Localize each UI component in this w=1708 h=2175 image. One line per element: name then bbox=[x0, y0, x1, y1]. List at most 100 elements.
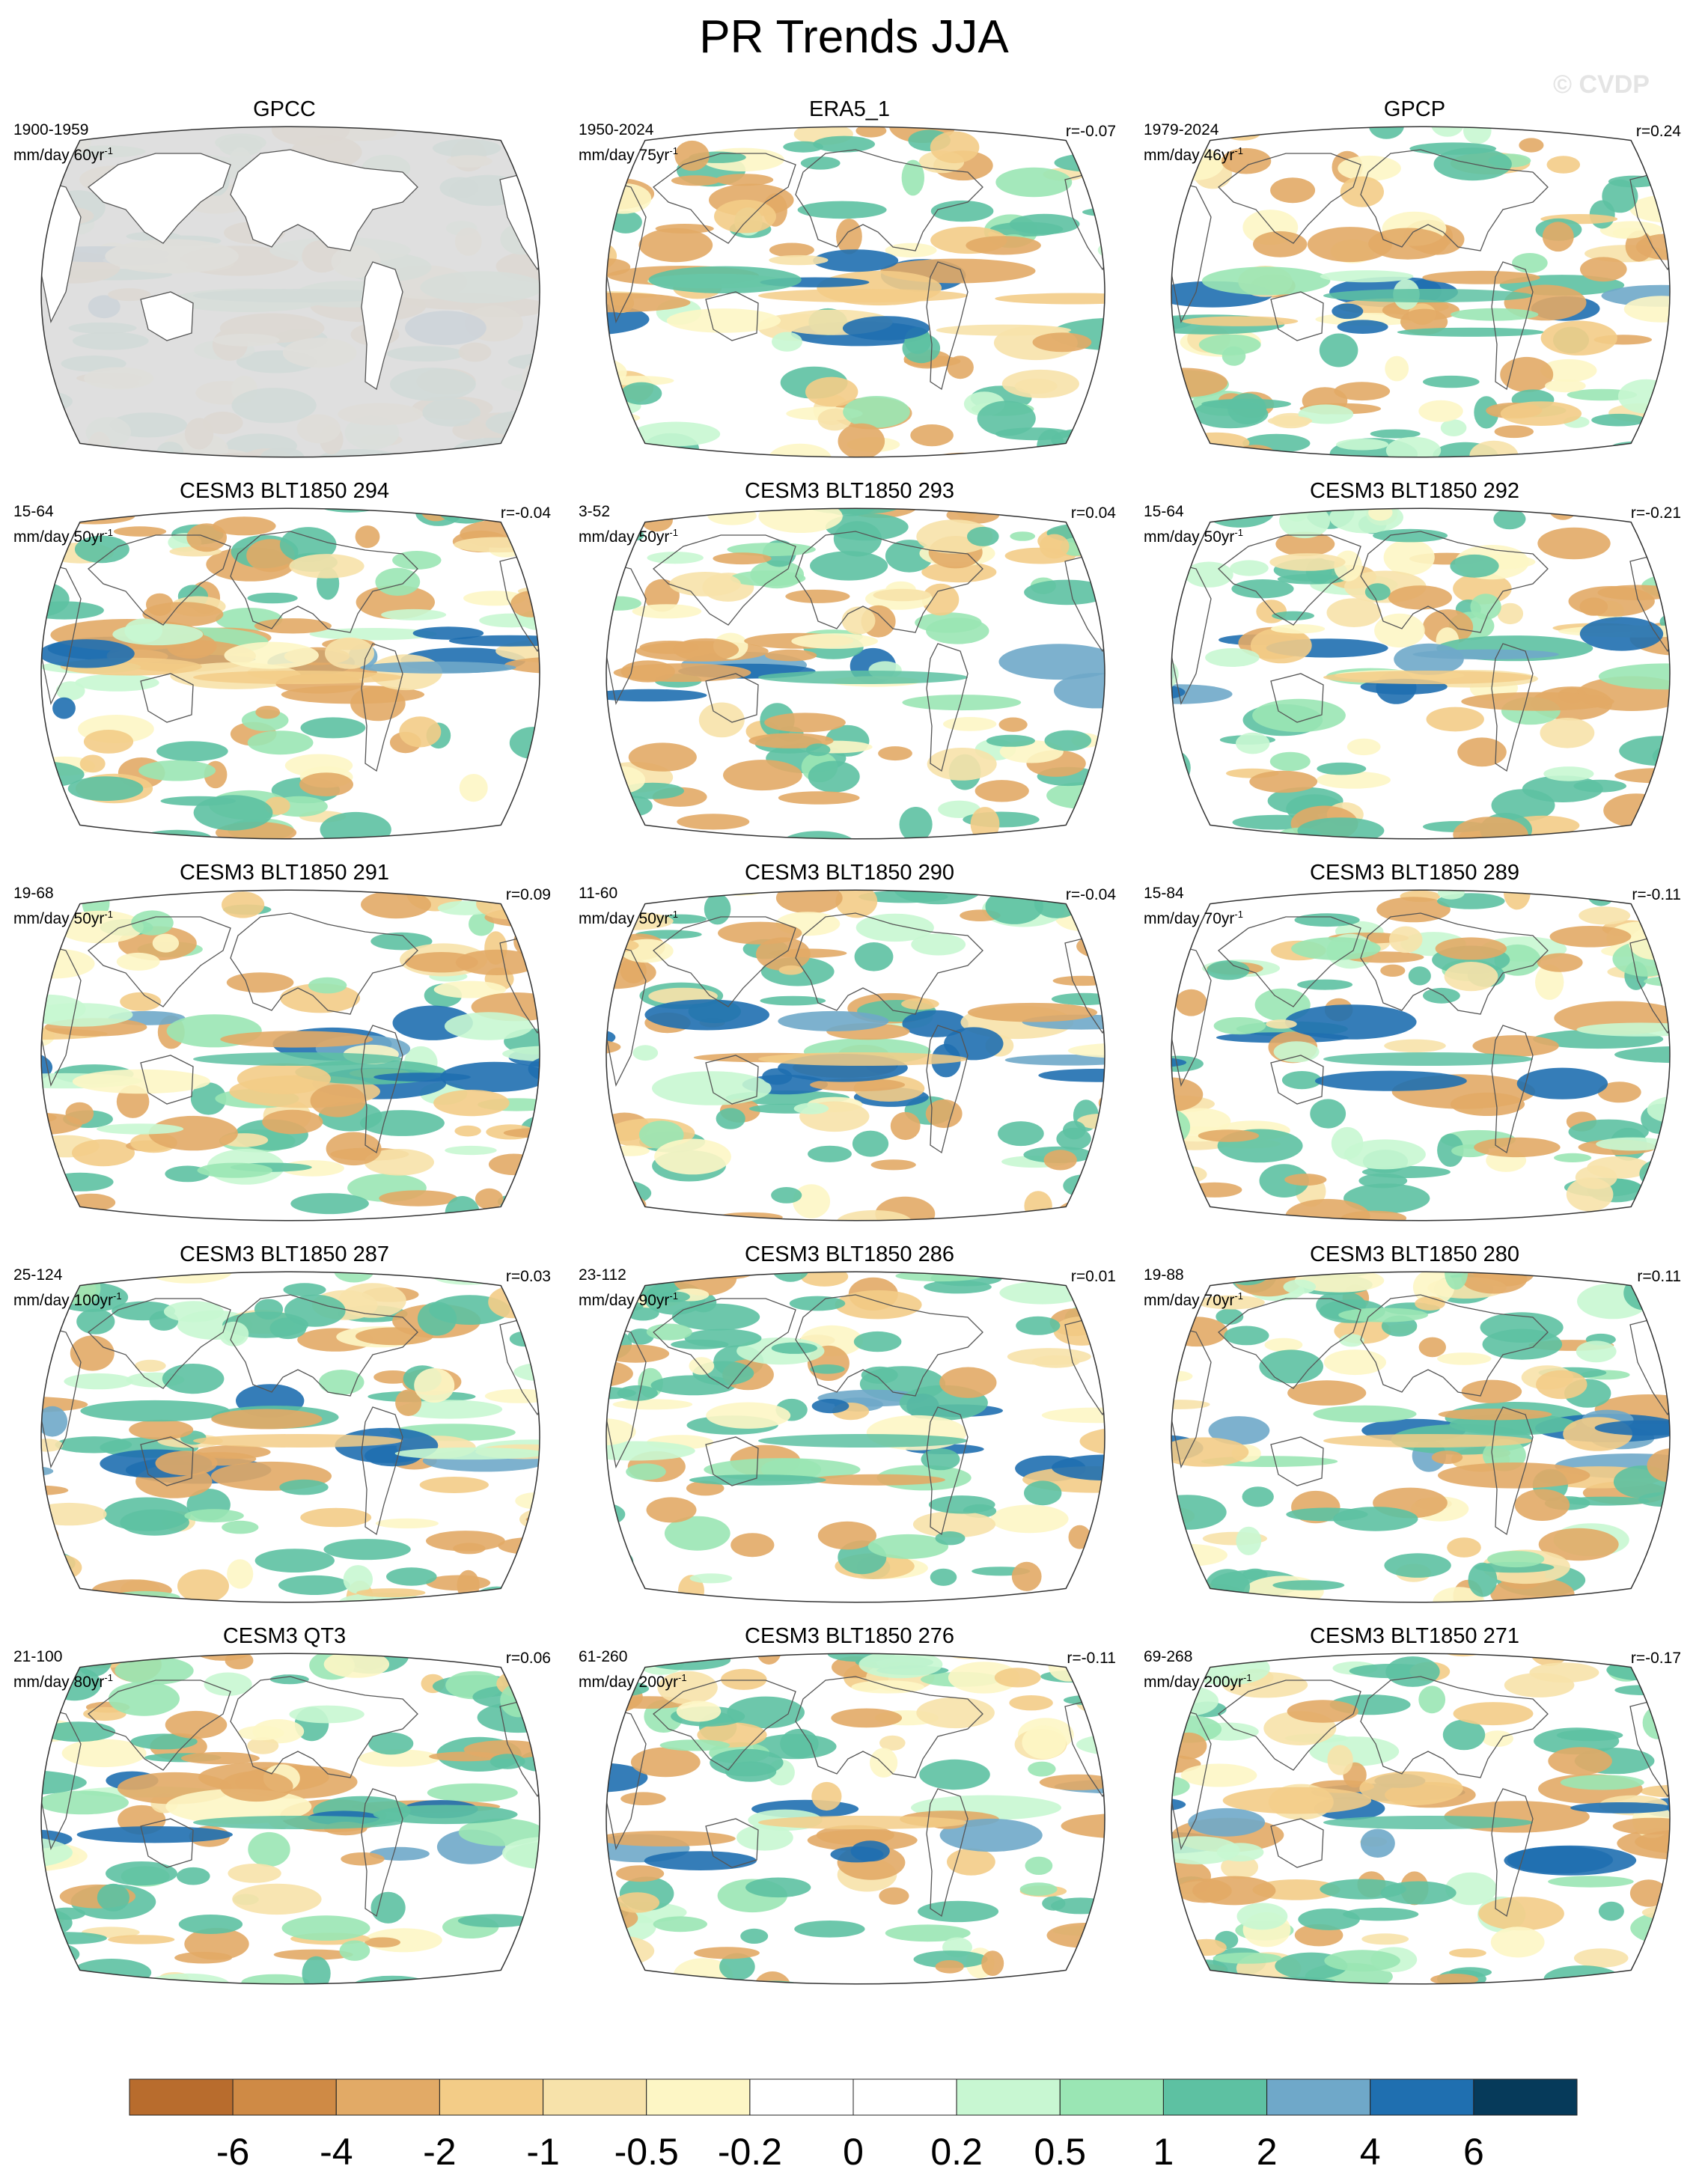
trend-contour bbox=[1186, 1938, 1227, 1956]
trend-contour bbox=[1546, 156, 1581, 174]
trend-contour bbox=[921, 1448, 960, 1471]
trend-contour bbox=[1612, 228, 1646, 239]
trend-contour bbox=[894, 890, 983, 905]
trend-contour bbox=[1016, 1316, 1061, 1335]
coastline bbox=[41, 1324, 82, 1468]
trend-contour bbox=[1641, 1938, 1670, 1962]
trend-contour bbox=[1677, 748, 1698, 760]
trend-contour bbox=[1333, 1507, 1418, 1531]
coastline bbox=[795, 531, 983, 633]
trend-contour bbox=[1329, 508, 1403, 534]
trend-contour bbox=[1612, 441, 1670, 451]
trend-contour bbox=[1052, 1454, 1105, 1481]
trend-contour bbox=[48, 1907, 86, 1920]
trend-map bbox=[606, 889, 1105, 1221]
trend-contour bbox=[138, 760, 216, 781]
trend-contour bbox=[1361, 1933, 1409, 1945]
trend-contour bbox=[843, 396, 910, 428]
map-border bbox=[40, 126, 540, 458]
trend-contour bbox=[1341, 1210, 1407, 1221]
trend-contour bbox=[1287, 1700, 1358, 1723]
trend-contour bbox=[1213, 1017, 1266, 1035]
trend-contour bbox=[177, 1569, 229, 1602]
trend-contour bbox=[1252, 1879, 1341, 1900]
panel-title: CESM3 BLT1850 280 bbox=[1310, 1242, 1519, 1266]
panel-title: CESM3 BLT1850 276 bbox=[745, 1624, 954, 1648]
trend-contour bbox=[1317, 762, 1367, 775]
trend-contour bbox=[714, 199, 776, 234]
coastline bbox=[653, 534, 796, 626]
trend-contour bbox=[1205, 1569, 1250, 1602]
trend-contour bbox=[355, 525, 380, 549]
coastline bbox=[1491, 1406, 1534, 1536]
panel-info: 19-68 mm/day 50yr-1 bbox=[13, 883, 113, 930]
trend-contour bbox=[902, 333, 941, 364]
trend-contour bbox=[440, 1061, 540, 1092]
trend-contour bbox=[232, 1883, 322, 1915]
trend-contour bbox=[1064, 1694, 1105, 1706]
panel-info: 15-64 mm/day 50yr-1 bbox=[1144, 501, 1243, 548]
trend-contour bbox=[1504, 1673, 1575, 1697]
trend-contour bbox=[1044, 730, 1092, 751]
trend-contour bbox=[1598, 663, 1670, 690]
panel-title: CESM3 BLT1850 293 bbox=[745, 479, 954, 503]
map-border bbox=[40, 889, 540, 1221]
trend-contour bbox=[41, 1769, 87, 1796]
trend-contour bbox=[488, 1153, 539, 1176]
coastline bbox=[653, 916, 796, 1007]
panel-units: mm/day 60yr-1 bbox=[13, 145, 113, 164]
trend-contour bbox=[72, 1139, 135, 1167]
trend-contour bbox=[731, 1533, 775, 1558]
trend-contour bbox=[1542, 222, 1574, 252]
trend-contour bbox=[698, 702, 745, 738]
colorbar-bin bbox=[1473, 2078, 1578, 2116]
trend-contour bbox=[1236, 1903, 1288, 1930]
trend-contour bbox=[1046, 782, 1105, 809]
trend-contour bbox=[668, 1983, 738, 1984]
map-border bbox=[1171, 1271, 1671, 1603]
trend-map bbox=[1171, 889, 1671, 1221]
trend-contour bbox=[1010, 531, 1036, 541]
trend-contour bbox=[1554, 1153, 1592, 1162]
trend-contour bbox=[1343, 1139, 1426, 1170]
figure-title: PR Trends JJA bbox=[699, 11, 1009, 63]
trend-contour bbox=[1422, 270, 1540, 284]
trend-contour bbox=[247, 592, 298, 604]
trend-contour bbox=[780, 1728, 819, 1759]
trend-contour bbox=[632, 1045, 659, 1061]
trend-contour bbox=[689, 1474, 826, 1486]
trend-contour bbox=[1230, 560, 1269, 576]
pattern-correlation: r=-0.04 bbox=[500, 504, 551, 522]
trend-contour bbox=[1652, 445, 1670, 457]
trend-contour bbox=[830, 1846, 884, 1863]
trend-contour bbox=[1474, 396, 1499, 429]
trend-contour bbox=[1445, 1872, 1497, 1906]
trend-contour bbox=[1437, 1133, 1464, 1167]
trend-contour bbox=[813, 135, 875, 153]
trend-contour bbox=[83, 730, 134, 754]
panel-units: mm/day 46yr-1 bbox=[1144, 145, 1243, 164]
trend-contour bbox=[219, 1771, 293, 1802]
panel-units: mm/day 90yr-1 bbox=[579, 1290, 678, 1309]
colorbar-bin bbox=[749, 2078, 854, 2116]
trend-contour bbox=[644, 999, 769, 1031]
trend-contour bbox=[1056, 1127, 1091, 1150]
trend-contour bbox=[789, 1296, 846, 1311]
trend-contour bbox=[935, 1960, 964, 1974]
map-border bbox=[1171, 1653, 1671, 1985]
panel-info: 1900-1959 mm/day 60yr-1 bbox=[13, 120, 113, 166]
trend-contour bbox=[197, 1162, 272, 1178]
trend-map bbox=[606, 126, 1105, 458]
coastline bbox=[1218, 1680, 1361, 1771]
coastline bbox=[1491, 1788, 1534, 1918]
trend-contour bbox=[290, 1193, 369, 1215]
trend-contour bbox=[279, 527, 337, 563]
trend-contour bbox=[1099, 1868, 1105, 1891]
trend-contour bbox=[1384, 1039, 1446, 1052]
trend-contour bbox=[1612, 1817, 1670, 1835]
trend-contour bbox=[1374, 613, 1425, 648]
trend-contour bbox=[609, 210, 642, 234]
colorbar: -6 -4 -2 -1 -0.5 -0.2 0 0.2 0.5 1 2 4 6 bbox=[129, 2078, 1578, 2173]
trend-contour bbox=[156, 741, 228, 762]
trend-contour bbox=[375, 1518, 439, 1529]
